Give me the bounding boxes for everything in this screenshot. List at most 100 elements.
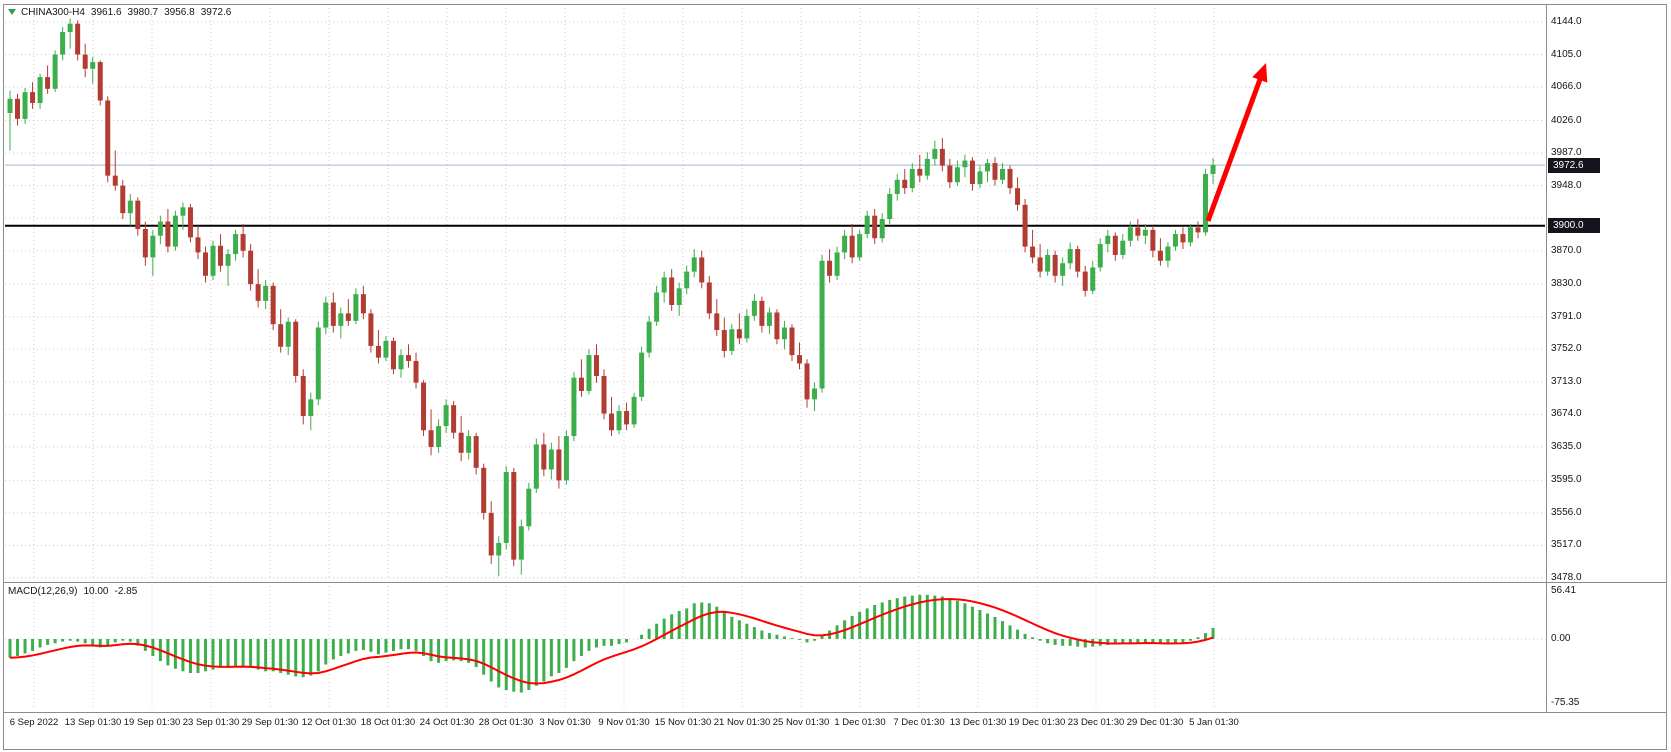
candle <box>714 313 720 331</box>
candle <box>526 488 532 527</box>
price-levels-layer <box>5 164 1545 227</box>
candle <box>654 292 660 322</box>
time-axis-label: 3 Nov 01:30 <box>539 717 591 728</box>
candle <box>172 215 178 247</box>
candle <box>30 92 36 103</box>
candle <box>1007 168 1013 189</box>
candle <box>142 229 148 258</box>
candle <box>165 221 171 247</box>
candle <box>503 471 509 543</box>
candle <box>924 158 930 176</box>
candle <box>37 77 43 103</box>
candle <box>353 294 359 321</box>
candle <box>669 277 675 306</box>
symbol-dropdown-icon[interactable] <box>8 9 16 16</box>
candle <box>1015 188 1021 205</box>
price-axis-label: 3595.0 <box>1551 474 1582 486</box>
ohlc-high-value: 3980.7 <box>127 7 159 18</box>
candle <box>518 526 524 560</box>
candle <box>1045 254 1051 272</box>
candle <box>827 260 833 276</box>
candle <box>548 449 554 470</box>
candle <box>984 163 990 172</box>
candle <box>233 234 239 255</box>
candle <box>1127 227 1133 241</box>
time-axis-label: 13 Dec 01:30 <box>949 717 1007 728</box>
trend-arrow <box>1205 63 1268 222</box>
candle <box>571 377 577 437</box>
candle <box>1187 227 1193 243</box>
candle <box>646 321 652 353</box>
time-axis-label: 21 Nov 01:30 <box>713 717 771 728</box>
candle <box>781 327 787 340</box>
candle <box>308 399 314 417</box>
candle <box>187 207 193 238</box>
candle <box>1000 168 1006 180</box>
chart-info-line: CHINA300-H4 3961.6 3980.7 3956.8 3972.6 <box>8 7 231 18</box>
candle <box>97 62 103 101</box>
time-axis-label: 1 Dec 01:30 <box>834 717 886 728</box>
macd-axis-label: 56.41 <box>1551 585 1577 597</box>
macd-signal-line <box>9 597 1214 685</box>
candle <box>421 382 427 431</box>
candle <box>22 92 28 119</box>
candle <box>60 32 66 55</box>
candle <box>383 340 389 358</box>
candle <box>323 302 329 328</box>
candle <box>300 375 306 417</box>
candle <box>82 54 88 69</box>
candle <box>458 432 464 453</box>
candle <box>225 254 231 266</box>
time-axis-label: 24 Oct 01:30 <box>419 717 475 728</box>
candle <box>721 330 727 351</box>
candle <box>248 250 254 285</box>
candle <box>992 163 998 180</box>
hline-price-tag: 3900.0 <box>1548 218 1600 234</box>
candle <box>759 300 765 326</box>
candle <box>443 405 449 427</box>
candle <box>1135 227 1141 236</box>
candle <box>864 215 870 235</box>
price-axis-label: 3987.0 <box>1551 147 1582 159</box>
candle <box>436 426 442 447</box>
candle <box>954 167 960 183</box>
candle <box>345 313 351 321</box>
candle <box>639 352 645 397</box>
candle <box>135 200 141 230</box>
price-axis-label: 3556.0 <box>1551 506 1582 518</box>
price-axis-label: 3948.0 <box>1551 179 1582 191</box>
price-axis-label: 3830.0 <box>1551 278 1582 290</box>
candle <box>1210 165 1216 174</box>
candle <box>1052 254 1058 276</box>
candle <box>263 285 269 301</box>
candle <box>338 313 344 326</box>
candle <box>105 100 111 176</box>
candle <box>849 235 855 258</box>
time-axis-label: 19 Sep 01:30 <box>123 717 181 728</box>
candle <box>872 215 878 239</box>
candle <box>609 413 615 431</box>
candle <box>375 345 381 358</box>
time-axis-label: 23 Dec 01:30 <box>1067 717 1125 728</box>
candle <box>691 257 697 272</box>
candle <box>744 315 750 339</box>
candle <box>842 235 848 253</box>
candle <box>1180 234 1186 243</box>
candle <box>52 54 58 89</box>
candle <box>796 355 802 364</box>
candle <box>1105 235 1111 245</box>
time-axis-label: 23 Sep 01:30 <box>182 717 240 728</box>
candle <box>977 171 983 184</box>
macd-main-value: 10.00 <box>83 586 109 597</box>
candle <box>330 302 336 326</box>
symbol-timeframe-label: CHINA300-H4 <box>21 7 85 18</box>
candle <box>15 98 21 119</box>
time-axis-label: 9 Nov 01:30 <box>598 717 650 728</box>
candle <box>631 396 637 425</box>
candle <box>293 321 299 376</box>
candle <box>1203 173 1209 233</box>
candle <box>563 436 569 481</box>
candle <box>541 444 547 470</box>
